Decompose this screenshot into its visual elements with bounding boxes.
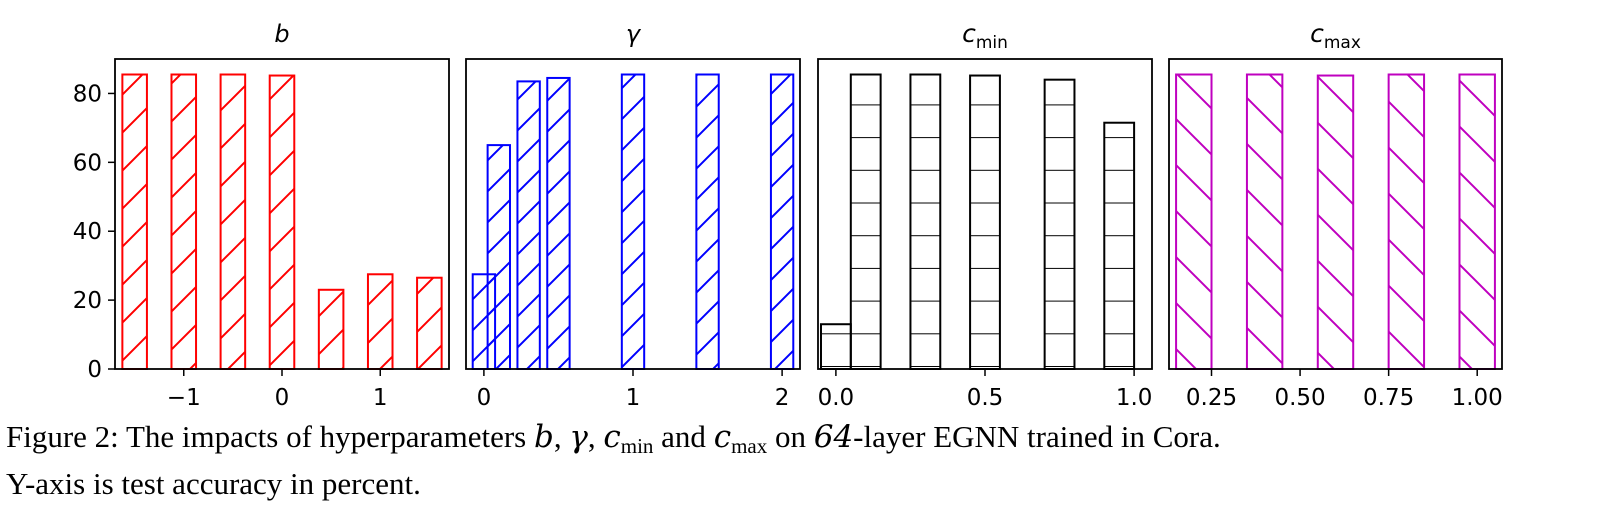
y-tick-label: 20 [73,288,102,314]
chart-panel-4: 0.25 0.50 0.75 1.00 cmax [1168,19,1503,410]
bar-panel-2-6 [695,73,720,370]
y-tick-label: 60 [73,150,102,176]
x-tick-label: 1 [626,385,641,410]
bar-panel-1-3 [219,73,247,370]
bar-panel-1-2 [170,73,198,370]
y-tick-label: 80 [73,81,102,107]
caption-line-2: Y-axis is test accuracy in percent. [6,466,421,501]
x-tick-label: 0.50 [1274,385,1325,410]
bar-panel-3-6 [1103,121,1136,370]
bar-panel-4-4 [1387,73,1426,370]
caption-prefix: Figure 2: The impacts of hyperparameters [6,419,534,454]
x-tick-label: 0.5 [967,385,1004,410]
caption-cmin-base: c [603,419,621,455]
bar-panel-1-6 [366,273,394,370]
caption-layers: 64 [813,419,854,455]
caption-cmax-sub: max [731,434,768,458]
caption-gamma: γ [569,419,588,455]
bar-panel-3-1 [819,323,852,371]
bar-panel-2-3 [516,80,541,370]
x-tick-label: −1 [167,385,201,410]
x-tick-label: 1 [373,385,388,410]
bar-panel-2-2 [486,144,511,370]
caption-cmin-sub: min [620,434,654,458]
bar-panel-4-5 [1458,73,1496,370]
x-tick-label: 1.00 [1452,385,1503,410]
caption-on: on [767,419,814,454]
x-tick-label: 0.25 [1186,385,1237,410]
bar-panel-4-2 [1245,73,1284,370]
caption-b: b [533,419,554,455]
bar-panel-4-1 [1175,73,1213,370]
bar-panel-2-4 [546,76,571,370]
bar-panel-2-5 [620,73,646,370]
caption-cmax-base: c [713,419,732,455]
bar-panel-1-1 [121,73,148,370]
caption-and: and [653,419,714,454]
bar-panel-2-7 [769,73,795,370]
axes-frame [1168,58,1503,370]
y-tick-label: 40 [73,219,102,245]
x-tick-label: 2 [775,385,790,410]
x-tick-label: 0 [477,385,492,410]
panel-title: cmax [1310,19,1361,53]
x-tick-label: 0.0 [818,385,855,410]
x-tick-label: 1.0 [1116,385,1153,410]
bar-panel-1-5 [317,288,345,370]
bar-panel-3-4 [969,74,1001,371]
panel-title: γ [626,20,642,48]
chart-panel-3: 0.0 0.5 1.0 cmin [817,19,1153,410]
caption-comma-2: , [587,419,604,454]
chart-panel-2: 0 1 2 γ [465,20,801,410]
caption-comma-1: , [553,419,570,454]
panel-title: b [274,20,289,48]
x-tick-label: 0 [275,385,290,410]
bar-panel-3-3 [909,73,942,370]
figure-caption: Figure 2: The impacts of hyperparameters… [6,418,1596,503]
bar-panel-3-5 [1043,78,1076,371]
bar-panel-1-7 [416,276,443,371]
caption-rest: -layer EGNN trained in Cora. [853,419,1221,454]
bar-panel-1-4 [268,74,296,371]
bar-panel-3-2 [849,73,882,370]
panel-title: cmin [962,19,1008,53]
y-tick-label: 0 [87,357,102,383]
x-tick-label: 0.75 [1363,385,1414,410]
bar-panel-4-3 [1316,74,1355,371]
